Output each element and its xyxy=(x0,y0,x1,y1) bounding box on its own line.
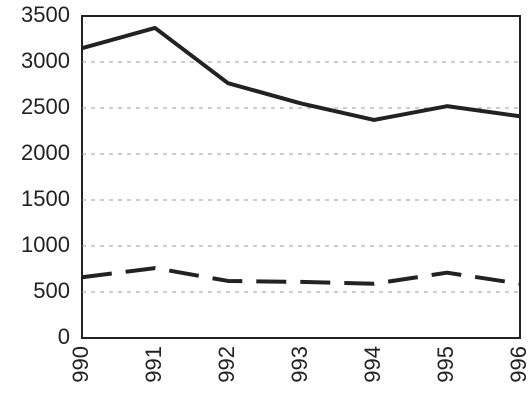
y-tick-label: 1000 xyxy=(21,232,70,257)
y-tick-label: 3500 xyxy=(21,2,70,27)
series-line xyxy=(81,266,521,286)
y-tick-label: 2500 xyxy=(21,94,70,119)
plot-frame xyxy=(81,15,521,339)
x-tick-label: 996 xyxy=(506,346,529,383)
y-tick-label: 2000 xyxy=(21,140,70,165)
x-tick-label: 990 xyxy=(68,346,93,383)
y-tick-label: 0 xyxy=(58,324,70,349)
y-tick-label: 1500 xyxy=(21,186,70,211)
y-tick-label: 500 xyxy=(33,278,70,303)
series-line xyxy=(81,25,521,122)
x-tick-label: 993 xyxy=(287,346,312,383)
x-tick-label: 994 xyxy=(360,346,385,383)
y-tick-label: 3000 xyxy=(21,48,70,73)
x-tick-label: 992 xyxy=(214,346,239,383)
x-tick-label: 991 xyxy=(141,346,166,383)
x-tick-label: 995 xyxy=(433,346,458,383)
